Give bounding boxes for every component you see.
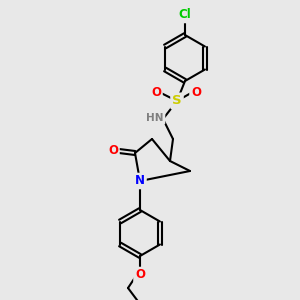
Text: S: S — [172, 94, 182, 107]
Text: O: O — [151, 86, 161, 100]
Text: HN: HN — [146, 113, 164, 123]
Text: O: O — [135, 268, 145, 281]
Text: O: O — [108, 145, 118, 158]
Text: O: O — [191, 86, 201, 100]
Text: Cl: Cl — [178, 8, 191, 22]
Text: N: N — [135, 175, 145, 188]
